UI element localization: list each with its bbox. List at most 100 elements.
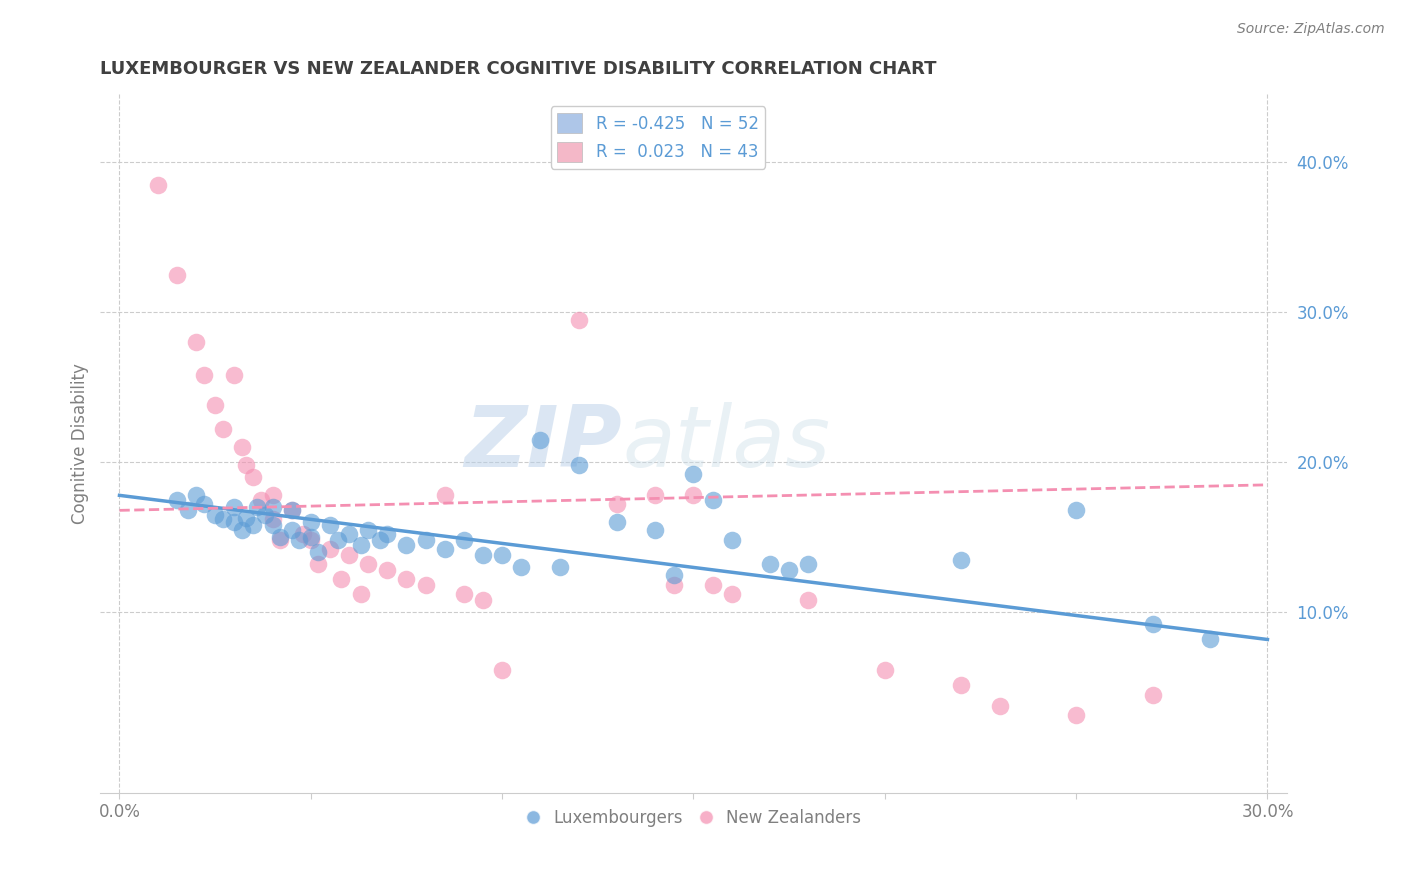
Point (368, 533, 391, 548)
Point (375, 563, 398, 577)
Point (395, 573, 418, 587)
Point (1199, 632, 1222, 647)
Point (280, 503, 302, 517)
Legend: Luxembourgers, New Zealanders: Luxembourgers, New Zealanders (520, 802, 868, 833)
Point (231, 523, 253, 537)
Point (288, 533, 311, 548)
Point (682, 467, 704, 482)
Point (204, 398, 226, 412)
Text: LUXEMBOURGER VS NEW ZEALANDER COGNITIVE DISABILITY CORRELATION CHART: LUXEMBOURGER VS NEW ZEALANDER COGNITIVE … (100, 60, 936, 78)
Point (529, 433, 551, 447)
Point (349, 587, 371, 601)
Point (357, 523, 380, 537)
Point (797, 558, 820, 572)
Point (250, 492, 273, 507)
Point (242, 518, 264, 533)
Point (262, 488, 284, 502)
Text: ZIP: ZIP (464, 402, 623, 485)
Point (797, 593, 820, 607)
Point (319, 542, 342, 557)
Point (337, 549, 360, 563)
Point (357, 558, 380, 572)
Point (491, 663, 513, 677)
Point (664, 568, 686, 582)
Point (193, 497, 215, 511)
Point (568, 312, 591, 326)
Point (415, 533, 437, 548)
Point (308, 558, 330, 572)
Point (269, 533, 291, 548)
Point (664, 578, 686, 592)
Point (224, 500, 246, 515)
Point (299, 516, 322, 530)
Point (262, 518, 284, 533)
Point (1064, 707, 1087, 722)
Point (319, 518, 342, 533)
Point (702, 492, 724, 507)
Point (242, 470, 264, 484)
Point (280, 523, 302, 537)
Point (1142, 688, 1164, 702)
Point (548, 560, 571, 574)
Point (204, 508, 226, 522)
Point (337, 527, 360, 541)
Point (349, 538, 371, 552)
Point (292, 527, 315, 541)
Point (778, 563, 800, 577)
Point (472, 549, 495, 563)
Point (231, 440, 253, 454)
Point (472, 593, 495, 607)
Point (211, 422, 233, 436)
Point (184, 488, 207, 502)
Point (375, 527, 398, 541)
Point (682, 488, 704, 502)
Point (950, 553, 973, 567)
Point (988, 698, 1011, 713)
Point (720, 587, 742, 601)
Point (299, 533, 322, 548)
Point (224, 516, 246, 530)
Point (1142, 617, 1164, 632)
Point (491, 549, 513, 563)
Point (299, 530, 322, 544)
Point (606, 497, 628, 511)
Point (453, 587, 475, 601)
Point (211, 512, 233, 526)
Point (759, 558, 782, 572)
Point (606, 516, 628, 530)
Point (720, 533, 742, 548)
Point (193, 368, 215, 383)
Point (235, 458, 257, 473)
Point (950, 677, 973, 691)
Point (415, 578, 437, 592)
Point (433, 488, 456, 502)
Text: Source: ZipAtlas.com: Source: ZipAtlas.com (1237, 22, 1385, 37)
Point (166, 492, 188, 507)
Point (330, 573, 353, 587)
Point (269, 530, 291, 544)
Point (146, 178, 169, 192)
Point (177, 503, 200, 517)
Point (568, 458, 591, 473)
Point (262, 512, 284, 526)
Point (280, 503, 302, 517)
Point (235, 511, 257, 525)
Point (644, 523, 666, 537)
Text: atlas: atlas (623, 402, 831, 485)
Point (433, 542, 456, 557)
Point (184, 335, 207, 350)
Point (262, 500, 284, 515)
Point (873, 663, 896, 677)
Point (453, 533, 475, 548)
Point (166, 268, 188, 282)
Point (253, 508, 276, 522)
Point (1064, 503, 1087, 517)
Point (702, 578, 724, 592)
Point (246, 500, 269, 515)
Point (326, 533, 349, 548)
Point (308, 545, 330, 559)
Point (510, 560, 533, 574)
Point (224, 368, 246, 383)
Point (644, 488, 666, 502)
Point (395, 538, 418, 552)
